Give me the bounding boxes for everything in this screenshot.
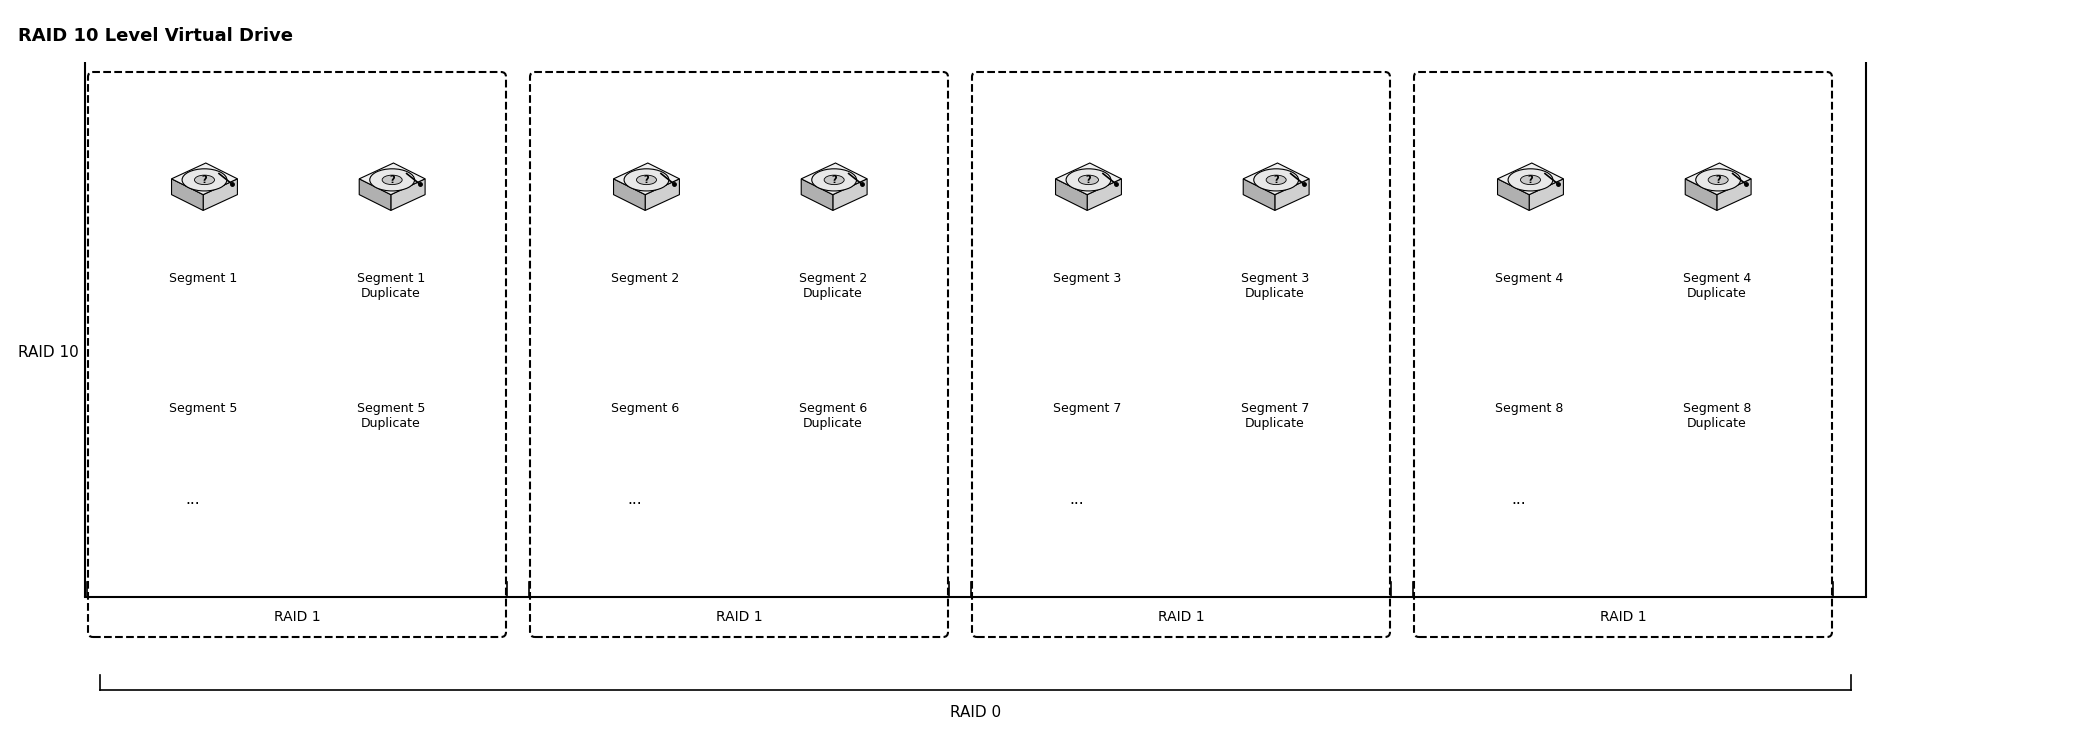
Ellipse shape [382, 175, 403, 184]
Ellipse shape [1697, 169, 1741, 191]
Text: ?: ? [643, 175, 649, 185]
Text: ?: ? [1528, 175, 1534, 185]
Text: Segment 2: Segment 2 [611, 272, 678, 285]
Text: RAID 1: RAID 1 [1158, 610, 1204, 624]
FancyBboxPatch shape [973, 72, 1390, 637]
Text: ?: ? [202, 175, 207, 185]
Ellipse shape [1509, 169, 1553, 191]
Polygon shape [1244, 163, 1309, 195]
Polygon shape [390, 179, 426, 210]
Text: RAID 0: RAID 0 [950, 705, 1002, 720]
Polygon shape [614, 179, 645, 210]
Text: Segment 6
Duplicate: Segment 6 Duplicate [799, 402, 866, 430]
Polygon shape [1718, 179, 1751, 210]
Polygon shape [1498, 179, 1530, 210]
Text: ?: ? [831, 175, 837, 185]
Ellipse shape [624, 169, 668, 191]
FancyBboxPatch shape [88, 72, 505, 637]
Ellipse shape [1521, 175, 1540, 184]
Polygon shape [1275, 179, 1309, 210]
Ellipse shape [1066, 169, 1110, 191]
Text: Segment 6: Segment 6 [611, 402, 678, 415]
Polygon shape [1056, 179, 1087, 210]
Text: Segment 1
Duplicate: Segment 1 Duplicate [357, 272, 426, 300]
FancyBboxPatch shape [530, 72, 947, 637]
Text: ?: ? [1716, 175, 1722, 185]
Polygon shape [645, 179, 680, 210]
Text: Segment 1: Segment 1 [169, 272, 238, 285]
Text: ?: ? [390, 175, 394, 185]
Text: ?: ? [1273, 175, 1279, 185]
Ellipse shape [637, 175, 657, 184]
Polygon shape [833, 179, 866, 210]
Text: RAID 1: RAID 1 [273, 610, 319, 624]
Text: ?: ? [1085, 175, 1092, 185]
Polygon shape [1530, 179, 1563, 210]
Polygon shape [1056, 163, 1121, 195]
Text: RAID 1: RAID 1 [716, 610, 762, 624]
Text: Segment 4
Duplicate: Segment 4 Duplicate [1682, 272, 1751, 300]
Polygon shape [801, 179, 833, 210]
Polygon shape [202, 179, 238, 210]
Text: RAID 10 Level Virtual Drive: RAID 10 Level Virtual Drive [19, 27, 292, 45]
Text: Segment 5: Segment 5 [169, 402, 238, 415]
Polygon shape [1244, 179, 1275, 210]
Text: ...: ... [1071, 492, 1085, 507]
Text: Segment 7: Segment 7 [1054, 402, 1121, 415]
Ellipse shape [194, 175, 215, 184]
FancyBboxPatch shape [1415, 72, 1832, 637]
Text: ...: ... [186, 492, 200, 507]
Ellipse shape [1079, 175, 1098, 184]
Polygon shape [359, 163, 426, 195]
Text: RAID 1: RAID 1 [1601, 610, 1647, 624]
Ellipse shape [369, 169, 415, 191]
Ellipse shape [1254, 169, 1298, 191]
Ellipse shape [824, 175, 843, 184]
Polygon shape [1498, 163, 1563, 195]
Polygon shape [171, 179, 202, 210]
Polygon shape [1684, 179, 1718, 210]
Text: Segment 3
Duplicate: Segment 3 Duplicate [1240, 272, 1309, 300]
Ellipse shape [1267, 175, 1286, 184]
Polygon shape [359, 179, 390, 210]
Text: RAID 10: RAID 10 [19, 345, 79, 359]
Polygon shape [1684, 163, 1751, 195]
Ellipse shape [812, 169, 856, 191]
Text: Segment 8: Segment 8 [1494, 402, 1563, 415]
Ellipse shape [182, 169, 227, 191]
Text: Segment 5
Duplicate: Segment 5 Duplicate [357, 402, 426, 430]
Text: Segment 4: Segment 4 [1494, 272, 1563, 285]
Polygon shape [171, 163, 238, 195]
Text: ...: ... [628, 492, 643, 507]
Polygon shape [801, 163, 866, 195]
Polygon shape [614, 163, 680, 195]
Polygon shape [1087, 179, 1121, 210]
Text: Segment 2
Duplicate: Segment 2 Duplicate [799, 272, 866, 300]
Ellipse shape [1707, 175, 1728, 184]
Text: ...: ... [1511, 492, 1526, 507]
Text: Segment 3: Segment 3 [1054, 272, 1121, 285]
Text: Segment 7
Duplicate: Segment 7 Duplicate [1240, 402, 1309, 430]
Text: Segment 8
Duplicate: Segment 8 Duplicate [1682, 402, 1751, 430]
